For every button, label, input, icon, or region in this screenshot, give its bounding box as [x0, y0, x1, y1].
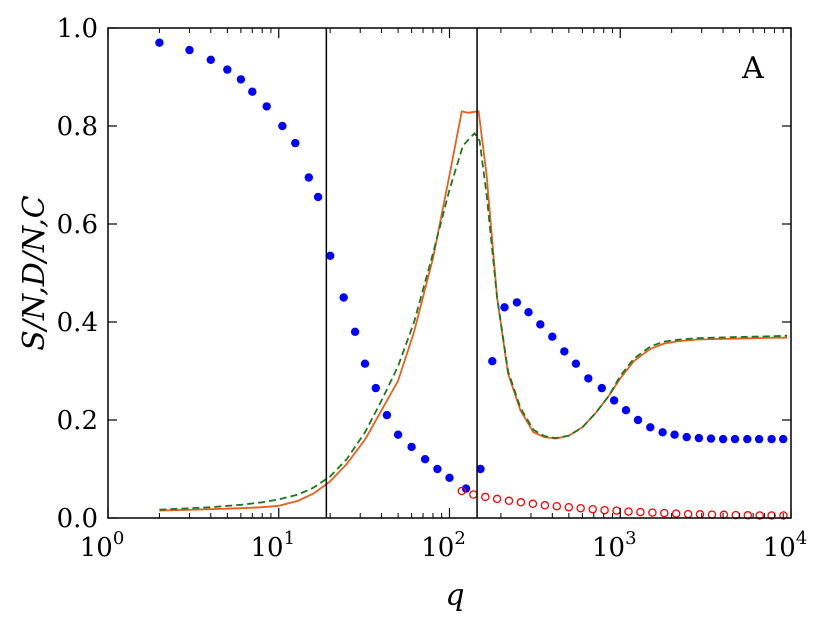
plot-area: [108, 28, 791, 518]
data-point: [621, 406, 631, 415]
data-point: [492, 494, 502, 504]
data-point: [754, 434, 764, 444]
data-point: [718, 434, 728, 444]
y-tick-label: 1.0: [57, 14, 98, 44]
data-point: [779, 511, 788, 520]
data-point: [528, 499, 538, 509]
data-point: [706, 434, 716, 443]
data-point: [694, 433, 704, 443]
vertical-lines: [325, 28, 478, 518]
data-point: [609, 396, 619, 405]
data-point: [155, 38, 164, 47]
data-point: [278, 121, 287, 131]
data-point: [646, 423, 655, 432]
data-point: [600, 505, 609, 515]
panel-label: A: [741, 51, 764, 86]
y-tick-label: 0.6: [57, 210, 98, 240]
data-point: [648, 508, 657, 517]
y-axis-label: S/N,D/N,C: [17, 195, 52, 351]
data-point: [248, 87, 257, 96]
axis-ticks: 0.0 0.2 0.4 0.6 0.8 1.0 100 101 102 103 104: [57, 14, 808, 563]
data-point: [779, 434, 788, 444]
data-point: [262, 102, 271, 111]
x-tick-label: 102: [421, 528, 466, 563]
y-tick-label: 0.0: [57, 504, 98, 534]
data-point: [536, 320, 545, 329]
x-axis-label: q: [445, 578, 464, 613]
data-point: [524, 308, 533, 317]
data-point: [185, 45, 194, 55]
data-point: [636, 507, 645, 517]
data-point: [206, 55, 215, 64]
data-point: [743, 511, 753, 520]
data-point: [339, 293, 348, 302]
data-point: [488, 357, 497, 366]
data-point: [304, 173, 313, 182]
data-point: [516, 498, 526, 507]
y-tick-label: 0.2: [57, 406, 98, 436]
data-point: [360, 359, 370, 368]
data-point: [571, 359, 581, 368]
data-point: [540, 501, 550, 510]
data-point: [500, 303, 509, 312]
y-tick-label: 0.4: [57, 308, 98, 338]
data-point: [481, 492, 490, 502]
data-point: [548, 332, 557, 341]
data-point: [326, 251, 335, 260]
data-point: [393, 430, 403, 439]
series-layer: [155, 38, 788, 520]
data-point: [767, 434, 776, 444]
x-tick-label: 101: [250, 528, 295, 563]
data-point: [512, 298, 522, 307]
data-point: [552, 501, 562, 511]
data-point: [291, 138, 300, 148]
series-filled-circles: [155, 38, 788, 493]
data-point: [767, 511, 776, 520]
data-point: [476, 464, 485, 474]
data-point: [313, 192, 323, 202]
dashed-line: [159, 131, 788, 511]
data-point: [658, 428, 667, 437]
data-point: [382, 410, 392, 420]
data-point: [236, 75, 246, 84]
x-tick-label: 100: [80, 528, 125, 563]
data-point: [407, 442, 416, 452]
data-point: [584, 374, 593, 383]
y-tick-label: 0.8: [57, 112, 98, 142]
data-point: [223, 65, 232, 74]
data-point: [350, 327, 360, 336]
data-point: [730, 434, 740, 444]
x-tick-label: 104: [763, 528, 808, 563]
data-point: [457, 486, 467, 496]
data-point: [682, 432, 691, 442]
data-point: [576, 503, 585, 513]
data-point: [433, 464, 442, 474]
series-dashed-line: [159, 131, 788, 511]
data-point: [671, 509, 681, 518]
data-point: [445, 473, 454, 482]
data-point: [588, 504, 597, 514]
data-point: [743, 434, 752, 444]
data-point: [564, 502, 574, 512]
data-point: [461, 484, 471, 493]
data-point: [624, 507, 633, 516]
data-point: [420, 455, 430, 464]
data-point: [633, 415, 643, 425]
data-point: [755, 511, 764, 520]
data-point: [597, 383, 606, 393]
data-point: [660, 508, 669, 518]
data-point: [670, 430, 679, 439]
data-point: [504, 496, 514, 506]
data-point: [560, 347, 569, 356]
x-tick-label: 103: [592, 528, 637, 563]
data-point: [371, 383, 380, 393]
